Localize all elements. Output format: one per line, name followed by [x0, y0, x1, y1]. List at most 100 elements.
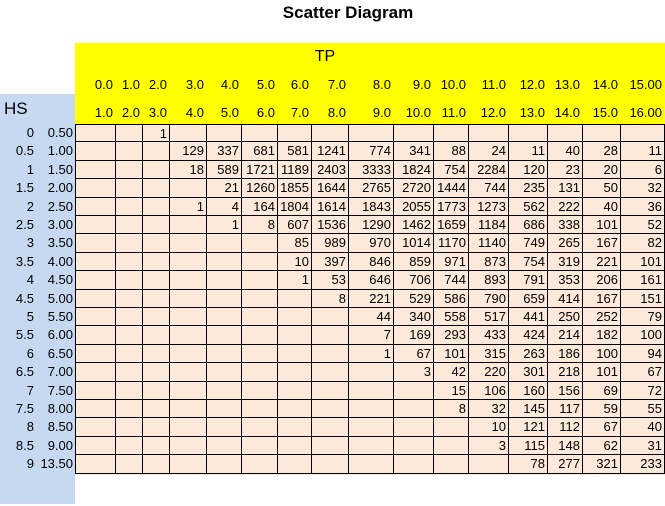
table-cell: 646: [349, 271, 394, 290]
table-cell: [242, 381, 278, 400]
tp-to-9: 10.0: [405, 105, 431, 120]
tp-from-5: 5.0: [256, 77, 275, 92]
table-cell: 971: [434, 252, 469, 272]
table-cell: 222: [548, 197, 583, 216]
table-cell: 558: [434, 308, 469, 327]
tp-to-14: 15.0: [592, 105, 618, 120]
table-cell: 749: [509, 234, 548, 253]
table-cell: [143, 271, 170, 290]
table-cell: [242, 400, 278, 419]
table-cell: [278, 344, 312, 364]
table-cell: 101: [583, 216, 621, 235]
table-cell: 160: [509, 381, 548, 400]
tp-from-6: 6.0: [290, 77, 309, 92]
table-cell: [116, 234, 143, 253]
table-cell: [242, 271, 278, 290]
tp-to-7: 8.0: [327, 105, 346, 120]
table-cell: 67: [394, 344, 434, 364]
hs-to-6: 3.50: [47, 235, 73, 251]
table-cell: [116, 160, 143, 180]
table-cell: 1659: [434, 216, 469, 235]
table-cell: 970: [349, 234, 394, 253]
table-cell: 6: [621, 160, 665, 180]
table-cell: [349, 455, 394, 474]
table-cell: 7: [349, 326, 394, 345]
table-cell: 581: [278, 142, 312, 161]
table-cell: [312, 308, 349, 327]
hs-from-5: 2.5: [15, 217, 34, 232]
table-cell: 3333: [349, 160, 394, 180]
table-cell: [278, 418, 312, 437]
hs-from-7: 3.5: [15, 253, 34, 269]
table-cell: [278, 363, 312, 382]
table-cell: 397: [312, 252, 349, 272]
table-cell: 1140: [469, 234, 509, 253]
table-cell: 562: [509, 197, 548, 216]
table-cell: [143, 400, 170, 419]
table-cell: 233: [621, 455, 665, 474]
table-cell: [312, 124, 349, 143]
table-cell: 31: [621, 436, 665, 456]
table-cell: [278, 400, 312, 419]
table-cell: [75, 179, 116, 198]
table-cell: [170, 363, 207, 382]
table-cell: 32: [469, 400, 509, 419]
table-cell: 79: [621, 308, 665, 327]
table-cell: 315: [469, 344, 509, 364]
table-cell: [75, 142, 116, 161]
table-cell: 167: [583, 289, 621, 308]
table-cell: [312, 326, 349, 345]
table-cell: 319: [548, 252, 583, 272]
table-cell: 131: [548, 179, 583, 198]
table-cell: 277: [548, 455, 583, 474]
table-cell: 101: [621, 252, 665, 272]
table-cell: [207, 124, 242, 143]
table-cell: 1184: [469, 216, 509, 235]
table-cell: [75, 381, 116, 400]
table-cell: 85: [278, 234, 312, 253]
tp-from-13: 13.0: [554, 77, 580, 92]
hs-to-11: 6.00: [47, 327, 73, 343]
table-cell: 1170: [434, 234, 469, 253]
table-cell: 1260: [242, 179, 278, 198]
table-cell: 744: [434, 271, 469, 290]
table-cell: [394, 418, 434, 437]
hs-label: HS: [4, 99, 28, 118]
table-cell: 2765: [349, 179, 394, 198]
table-cell: 36: [621, 197, 665, 216]
table-cell: [170, 308, 207, 327]
table-cell: [312, 381, 349, 400]
table-cell: [349, 400, 394, 419]
table-cell: [242, 344, 278, 364]
tp-from-8: 8.0: [372, 77, 391, 92]
table-cell: [116, 252, 143, 272]
table-cell: 265: [548, 234, 583, 253]
table-cell: 706: [394, 271, 434, 290]
table-cell: 169: [394, 326, 434, 345]
table-cell: 1804: [278, 197, 312, 216]
tp-to-13: 14.0: [554, 105, 580, 120]
table-cell: [116, 455, 143, 474]
table-cell: [434, 436, 469, 456]
tp-from-7: 7.0: [327, 77, 346, 92]
tp-from-11: 11.0: [481, 77, 506, 92]
tp-to-5: 6.0: [256, 105, 275, 120]
table-cell: 182: [583, 326, 621, 345]
table-cell: 301: [509, 363, 548, 382]
hs-from-12: 6: [26, 345, 34, 361]
table-cell: 8: [312, 289, 349, 308]
table-cell: 214: [548, 326, 583, 345]
table-cell: 353: [548, 271, 583, 290]
table-cell: [207, 455, 242, 474]
table-cell: [116, 436, 143, 456]
table-cell: [242, 234, 278, 253]
table-cell: [75, 252, 116, 272]
hs-from-14: 7: [26, 382, 34, 398]
table-cell: [116, 197, 143, 216]
table-cell: 235: [509, 179, 548, 198]
table-cell: 3: [469, 436, 509, 456]
table-cell: [143, 142, 170, 161]
table-cell: 681: [242, 142, 278, 161]
table-cell: [509, 124, 548, 143]
table-cell: [394, 124, 434, 143]
